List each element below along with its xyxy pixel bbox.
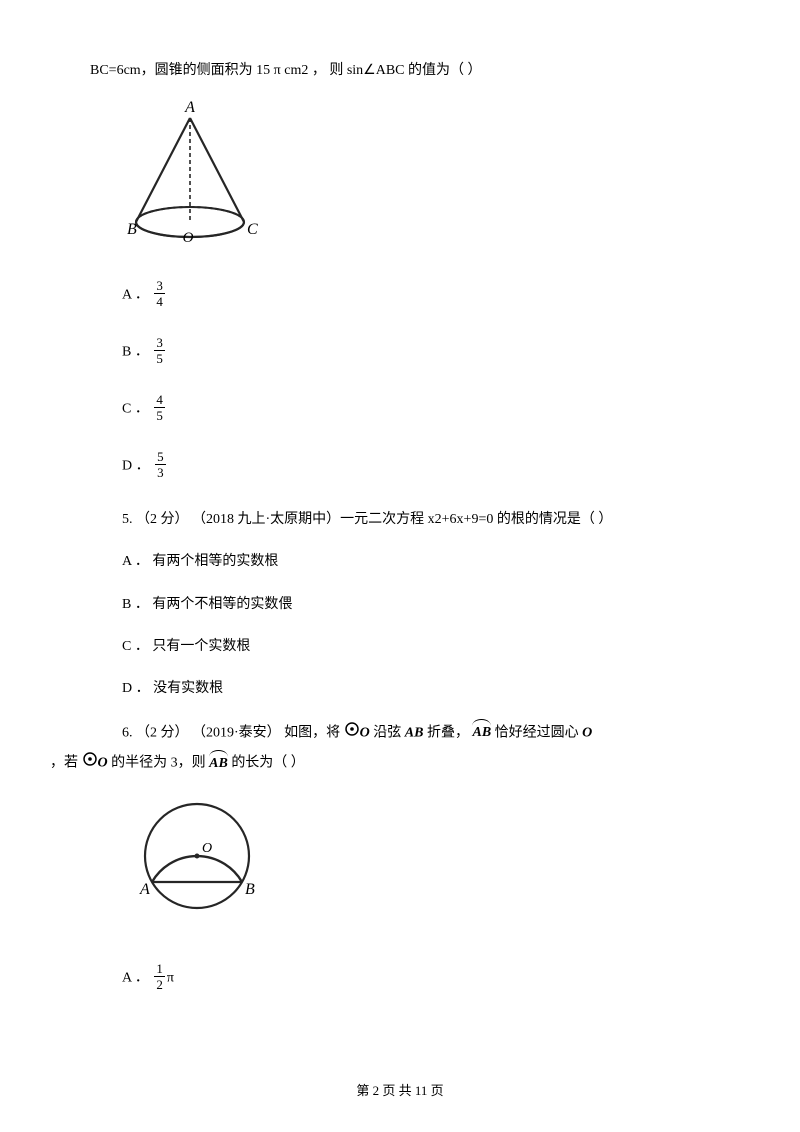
q5-option-a[interactable]: A ． 有两个相等的实数根: [50, 551, 750, 573]
opt-prefix: B ．: [122, 345, 149, 360]
q4-cone-figure: A B C O: [122, 100, 750, 258]
q5-option-d[interactable]: D ． 没有实数根: [50, 678, 750, 700]
svg-text:O: O: [202, 841, 212, 856]
q5-text: 5. （2 分） （2018 九上·太原期中）一元二次方程 x2+6x+9=0 …: [122, 512, 612, 527]
q4-text: BC=6cm，圆锥的侧面积为 15 π cm2 ， 则 sin∠ABC 的值为（…: [90, 63, 482, 78]
circle-o-symbol: [82, 751, 98, 775]
svg-text:O: O: [183, 230, 194, 246]
arc-ab: AB: [209, 753, 228, 775]
svg-text:A: A: [139, 881, 150, 898]
q6-option-a[interactable]: A ． 1 2 π: [50, 964, 750, 993]
opt-prefix: C ．: [122, 402, 149, 417]
svg-text:B: B: [245, 881, 255, 898]
pi-suffix: π: [167, 971, 174, 986]
fraction: 3 5: [154, 336, 165, 365]
circle-o-symbol: [344, 721, 360, 745]
fraction: 5 3: [155, 450, 166, 479]
q4-option-c[interactable]: C ． 4 5: [50, 395, 750, 424]
q5-stem: 5. （2 分） （2018 九上·太原期中）一元二次方程 x2+6x+9=0 …: [50, 509, 750, 531]
fraction: 4 5: [154, 393, 165, 422]
q4-option-d[interactable]: D ． 5 3: [50, 452, 750, 481]
opt-prefix: A ．: [122, 288, 149, 303]
opt-prefix: A ．: [122, 971, 149, 986]
page-footer: 第 2 页 共 11 页: [0, 1081, 800, 1102]
opt-prefix: D ．: [122, 459, 150, 474]
q6-stem-line1: 6. （2 分） （2019·泰安） 如图，将 O 沿弦 AB 折叠， AB 恰…: [50, 721, 750, 745]
q4-option-b[interactable]: B ． 3 5: [50, 338, 750, 367]
arc-ab: AB: [472, 722, 491, 744]
fraction: 3 4: [154, 279, 165, 308]
cone-svg: A B C O: [122, 100, 262, 250]
circle-svg: O A B: [122, 794, 272, 934]
q5-option-c[interactable]: C ． 只有一个实数根: [50, 636, 750, 658]
q6-circle-figure: O A B: [122, 794, 750, 942]
fraction: 1 2: [154, 962, 165, 991]
svg-text:C: C: [247, 221, 258, 238]
q6-stem-line2: ，若 O 的半径为 3，则 AB 的长为（ ）: [50, 751, 750, 775]
svg-text:B: B: [127, 221, 137, 238]
q4-option-a[interactable]: A ． 3 4: [50, 281, 750, 310]
svg-text:A: A: [184, 100, 195, 116]
q5-option-b[interactable]: B ． 有两个不相等的实数偎: [50, 594, 750, 616]
q4-stem-tail: BC=6cm，圆锥的侧面积为 15 π cm2 ， 则 sin∠ABC 的值为（…: [50, 60, 750, 82]
